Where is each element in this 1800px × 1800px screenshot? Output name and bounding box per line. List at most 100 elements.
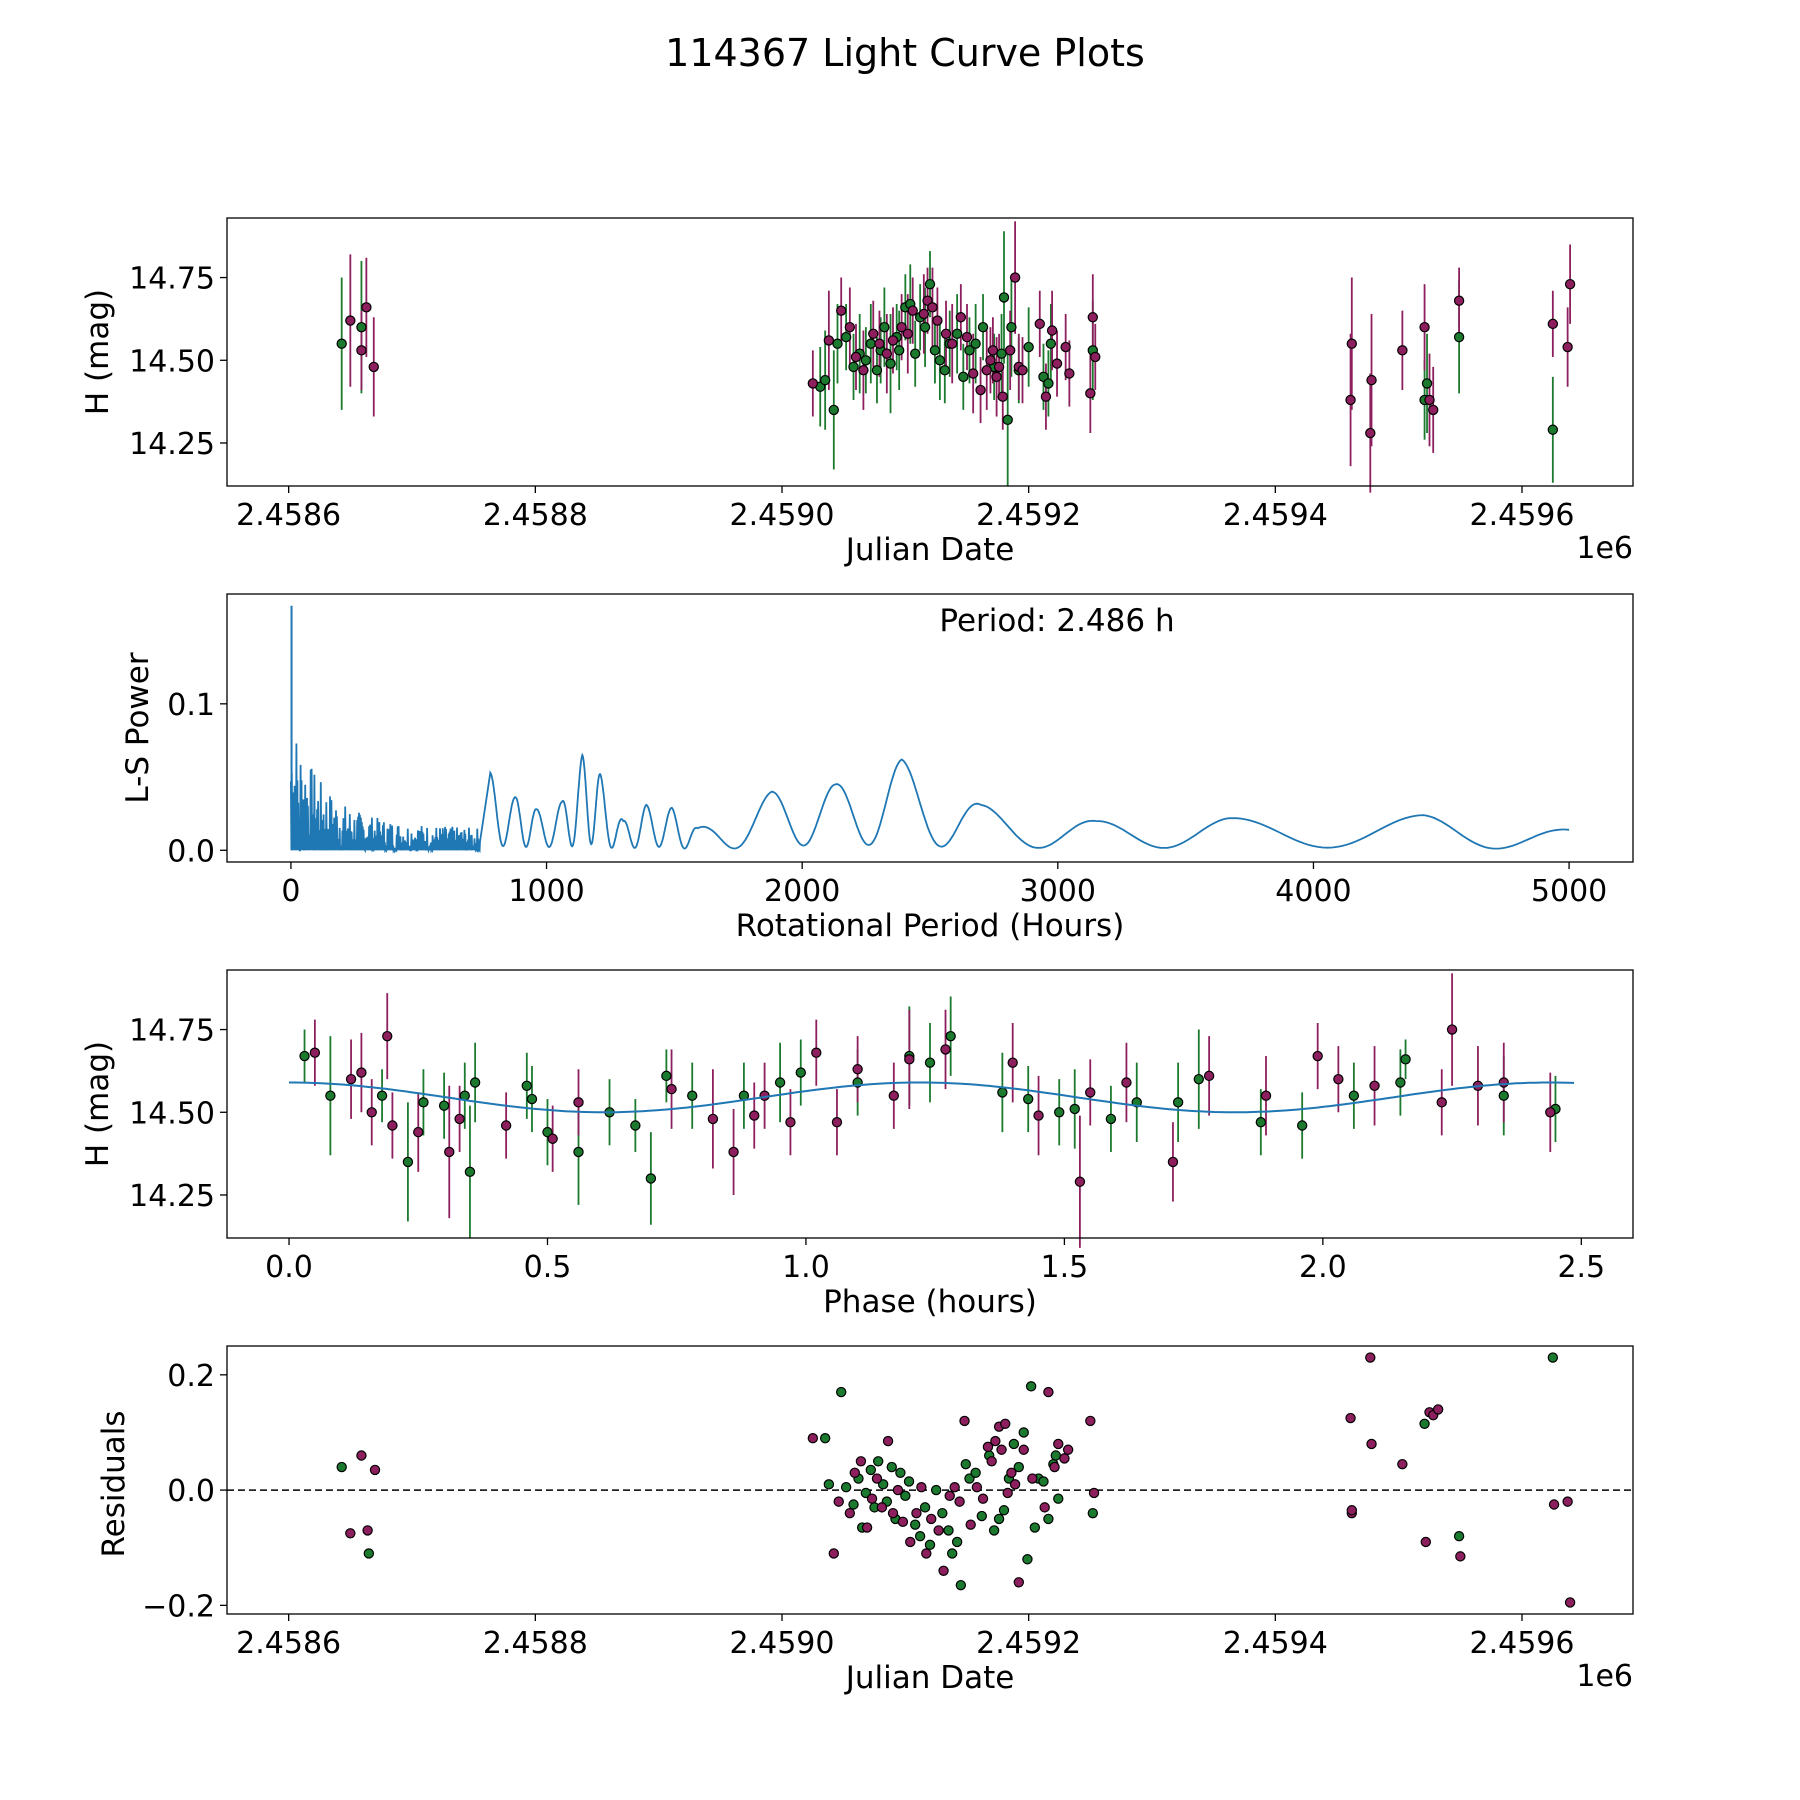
data-point bbox=[368, 361, 379, 373]
data-point bbox=[402, 1156, 414, 1168]
data-point bbox=[1121, 1077, 1132, 1088]
residuals-panel: 2.4586 2.4588 2.4590 2.4592 2.4594 2.4596 −0.2… bbox=[96, 1345, 1634, 1696]
data-point bbox=[996, 1444, 1007, 1455]
data-point bbox=[363, 1548, 375, 1559]
data-point bbox=[849, 1467, 860, 1478]
data-point bbox=[1547, 318, 1559, 330]
data-point bbox=[418, 1097, 429, 1108]
data-point bbox=[573, 1146, 584, 1158]
data-point bbox=[924, 1539, 936, 1551]
x-tick-label: 2.4592 bbox=[976, 1626, 1081, 1661]
data-point bbox=[464, 1166, 476, 1178]
data-point bbox=[1074, 1176, 1086, 1187]
data-point bbox=[939, 364, 951, 376]
data-point bbox=[926, 1513, 937, 1525]
data-point bbox=[1296, 1120, 1308, 1131]
x-tick-label: 1000 bbox=[508, 874, 584, 909]
data-point bbox=[887, 335, 899, 346]
data-point bbox=[1087, 1507, 1099, 1519]
data-point bbox=[345, 315, 356, 326]
data-point bbox=[1025, 1381, 1037, 1392]
data-point bbox=[938, 1565, 949, 1576]
data-point bbox=[356, 1067, 367, 1078]
x-tick-label: 2.4590 bbox=[730, 498, 835, 533]
data-point bbox=[991, 371, 1002, 383]
data-point bbox=[361, 302, 372, 313]
data-point bbox=[1545, 1107, 1556, 1118]
data-point bbox=[573, 1097, 584, 1108]
data-point bbox=[1043, 1513, 1054, 1525]
data-point bbox=[1029, 1522, 1041, 1533]
y-tick-label: 14.75 bbox=[129, 262, 215, 297]
data-point bbox=[903, 1476, 915, 1487]
residuals-points bbox=[227, 1352, 1633, 1608]
data-point bbox=[336, 1461, 347, 1473]
x-tick-label: 2000 bbox=[764, 874, 840, 909]
data-point bbox=[919, 1502, 931, 1513]
data-point bbox=[934, 355, 946, 366]
data-point bbox=[1088, 1487, 1100, 1499]
phased-y-axis-label: H (mag) bbox=[80, 1041, 116, 1167]
data-point bbox=[987, 345, 999, 356]
x-tick-label: 2.4594 bbox=[1223, 1626, 1328, 1661]
data-point bbox=[309, 1047, 321, 1058]
data-point bbox=[1547, 1352, 1559, 1363]
data-point bbox=[1345, 1412, 1356, 1424]
data-point bbox=[1045, 338, 1057, 349]
data-point bbox=[844, 1507, 856, 1519]
data-point bbox=[929, 345, 941, 356]
data-point bbox=[970, 1467, 981, 1478]
lightcurve-points bbox=[336, 221, 1576, 493]
x-tick-label: 4000 bbox=[1275, 874, 1351, 909]
data-point bbox=[1008, 1438, 1020, 1450]
data-point bbox=[971, 1482, 983, 1493]
data-point bbox=[958, 371, 969, 383]
data-point bbox=[1420, 1536, 1432, 1548]
x-tick-label: 0.5 bbox=[524, 1250, 572, 1285]
data-point bbox=[547, 1133, 558, 1144]
data-point bbox=[362, 1525, 373, 1536]
data-point bbox=[661, 1070, 672, 1082]
data-point bbox=[1033, 1110, 1044, 1121]
lightcurve-panel: 2.4586 2.4588 2.4590 2.4592 2.4594 2.4596 14.2… bbox=[80, 217, 1634, 568]
periodogram-line bbox=[290, 605, 1570, 854]
data-point bbox=[345, 1528, 356, 1539]
data-point bbox=[1009, 272, 1021, 283]
data-point bbox=[299, 1050, 310, 1062]
data-point bbox=[500, 1120, 512, 1131]
data-point bbox=[937, 1507, 948, 1519]
y-tick-label: 14.75 bbox=[129, 1014, 215, 1049]
data-point bbox=[905, 1536, 916, 1548]
data-point bbox=[1038, 1476, 1049, 1487]
data-point bbox=[879, 321, 890, 333]
residuals-x-offset-label: 1e6 bbox=[1576, 1659, 1633, 1694]
phase-model-curve bbox=[289, 1081, 1575, 1114]
data-point bbox=[356, 1450, 367, 1461]
data-point bbox=[1346, 338, 1358, 349]
periodogram-curve bbox=[290, 743, 1570, 854]
data-point bbox=[819, 374, 831, 386]
data-point bbox=[855, 1456, 867, 1467]
data-point bbox=[977, 1493, 989, 1504]
data-point bbox=[836, 305, 847, 316]
data-point bbox=[955, 312, 967, 323]
x-tick-label: 2.4590 bbox=[730, 1626, 835, 1661]
data-point bbox=[1453, 1530, 1465, 1542]
data-point bbox=[881, 348, 893, 359]
data-point bbox=[1564, 1597, 1576, 1608]
data-point bbox=[873, 1456, 884, 1467]
data-point bbox=[1453, 295, 1465, 306]
residuals-ticks: 2.4586 2.4588 2.4590 2.4592 2.4594 2.4596 −0.2… bbox=[142, 1359, 1574, 1661]
data-point bbox=[1053, 1438, 1064, 1450]
data-point bbox=[1043, 378, 1054, 389]
data-point bbox=[1436, 1097, 1447, 1108]
data-point bbox=[1498, 1090, 1509, 1101]
data-point bbox=[900, 1490, 911, 1502]
data-point bbox=[949, 1482, 960, 1493]
y-tick-label: 0.1 bbox=[167, 688, 215, 723]
data-point bbox=[823, 1479, 835, 1490]
data-point bbox=[919, 321, 931, 333]
data-point bbox=[904, 1054, 915, 1065]
data-point bbox=[1060, 341, 1071, 353]
data-point bbox=[871, 1473, 883, 1484]
